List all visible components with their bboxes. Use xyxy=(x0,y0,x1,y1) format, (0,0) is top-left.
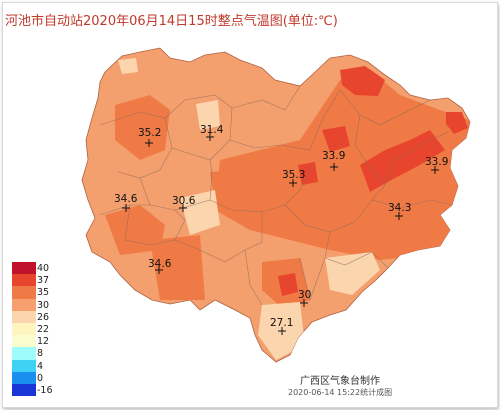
station-marker xyxy=(155,266,163,274)
zone-26-30-southeast xyxy=(325,252,380,295)
station-marker xyxy=(278,327,286,335)
legend-row: 35 xyxy=(12,286,49,299)
legend-swatch xyxy=(12,286,36,299)
station-label: 30 xyxy=(298,289,311,301)
legend-label: 40 xyxy=(37,263,50,274)
station-marker xyxy=(122,204,130,212)
map-title: 河池市自动站2020年06月14日15时整点气温图(单位:℃) xyxy=(5,14,338,29)
station-label: 35.3 xyxy=(282,169,305,181)
legend-swatch xyxy=(12,347,36,360)
legend-label: -16 xyxy=(37,384,53,396)
zone-26-30-north xyxy=(196,100,220,130)
zone-35-37-north xyxy=(115,95,170,160)
zone-37-40-center xyxy=(322,126,350,152)
station-marker xyxy=(289,179,297,187)
legend-swatch xyxy=(12,310,36,323)
timestamp: 2020-06-14 15:22统计成图 xyxy=(288,388,393,397)
legend-label: 30 xyxy=(37,299,50,311)
legend-row: 4 xyxy=(12,359,44,372)
legend-label: 8 xyxy=(37,348,44,360)
station-label: 33.9 xyxy=(322,150,345,162)
legend-label: 4 xyxy=(37,360,44,372)
color-legend: 40 37 35 30 26 22 12 8 4 0 -16 xyxy=(12,262,53,397)
legend-label: 0 xyxy=(37,372,44,384)
legend-swatch xyxy=(12,383,36,397)
legend-row: 30 xyxy=(12,298,49,311)
legend-swatch xyxy=(12,359,36,372)
legend-swatch xyxy=(12,371,36,384)
legend-row: 8 xyxy=(12,347,44,360)
zone-35-37-south xyxy=(150,235,205,300)
zone-37-40-east-tip xyxy=(446,112,468,134)
station-label: 30.6 xyxy=(172,195,196,207)
legend-label: 22 xyxy=(37,323,50,335)
legend-swatch xyxy=(12,298,36,311)
station-label: 31.4 xyxy=(200,124,224,136)
zone-26-30-west xyxy=(180,190,220,235)
county-boundaries xyxy=(99,85,453,306)
legend-swatch xyxy=(12,274,36,287)
legend-label: 35 xyxy=(37,287,50,299)
station-label: 34.3 xyxy=(388,202,411,214)
zone-35-37-southwest xyxy=(105,205,165,255)
station-label: 33.9 xyxy=(425,156,448,168)
legend-row: 0 xyxy=(12,371,44,384)
station-marker xyxy=(300,299,308,307)
station-marker xyxy=(145,139,153,147)
station-label: 34.6 xyxy=(114,193,138,205)
zone-37-40-south xyxy=(278,273,298,296)
station-label: 34.6 xyxy=(148,258,172,270)
zone-37-40-northeast xyxy=(340,66,385,96)
station-markers xyxy=(122,133,439,335)
station-marker xyxy=(431,166,439,174)
station-marker xyxy=(179,204,187,212)
station-label: 27.1 xyxy=(270,317,293,329)
legend-row: 37 xyxy=(12,274,49,287)
legend-swatch xyxy=(12,262,36,275)
zone-26-30-northwest xyxy=(118,58,138,74)
legend-row: -16 xyxy=(12,383,53,397)
producer-credit: 广西区气象台制作 xyxy=(300,376,380,387)
station-marker xyxy=(330,163,338,171)
station-marker xyxy=(206,133,214,141)
legend-label: 12 xyxy=(37,336,50,348)
legend-row: 40 xyxy=(12,262,49,275)
station-label: 35.2 xyxy=(138,127,161,139)
zone-35-37-east xyxy=(215,70,470,260)
zone-35-37-mid xyxy=(210,170,240,205)
legend-swatch xyxy=(12,335,36,348)
station-marker xyxy=(395,212,403,220)
legend-swatch xyxy=(12,322,36,336)
zone-37-40-east-band xyxy=(360,130,445,192)
legend-label: 26 xyxy=(37,311,50,323)
legend-row: 22 xyxy=(12,322,49,336)
legend-row: 26 xyxy=(12,310,49,323)
legend-label: 37 xyxy=(37,275,50,287)
legend-row: 12 xyxy=(12,335,49,348)
